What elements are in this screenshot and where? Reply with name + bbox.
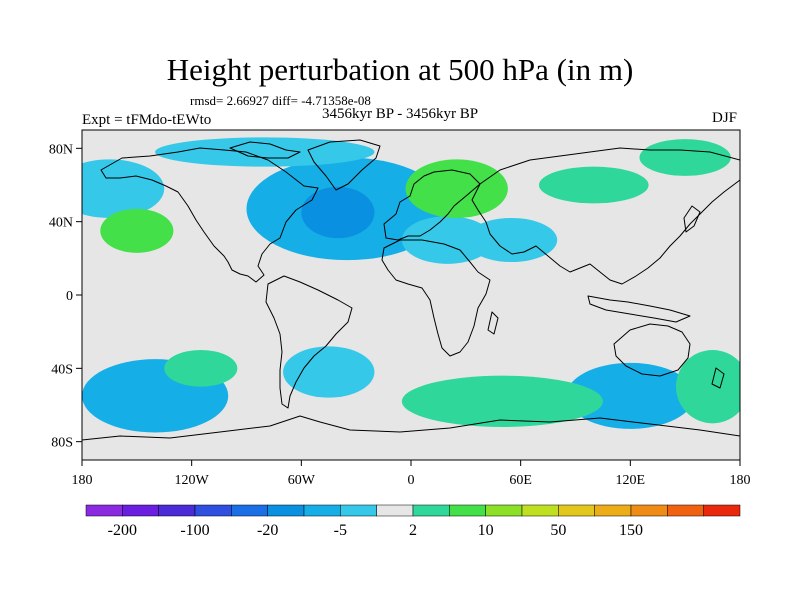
colorbar-swatch: [122, 504, 159, 517]
experiment-label: Expt = tFMdo-tEWto: [82, 112, 212, 128]
colorbar-swatch: [340, 504, 377, 517]
statistics-label: rmsd= 2.66927 diff= -4.71358e-08: [190, 93, 371, 108]
colorbar: -200 -100 -20 -5 2 10 50 150: [85, 504, 741, 539]
coast-greenland: [307, 139, 381, 191]
coast-new-zealand: [711, 367, 725, 389]
coast-north-america: [100, 147, 319, 283]
lat-tick-label: 80N: [49, 142, 73, 157]
colorbar-swatch: [558, 504, 595, 517]
anomaly-siberia-positive: [538, 166, 649, 204]
colorbar-label: -200: [108, 522, 137, 539]
colorbar-swatch: [267, 504, 305, 517]
colorbar-swatch: [485, 504, 523, 517]
anomaly-south-pacific-positive: [164, 350, 238, 387]
season-label: DJF: [712, 110, 738, 126]
anomaly-arabian-sea-negative: [465, 218, 558, 262]
colorbar-label: 2: [409, 522, 417, 539]
lon-tick-label: 60E: [509, 473, 532, 488]
colorbar-label: -100: [180, 522, 209, 539]
coast-antarctica: [82, 415, 740, 441]
coast-australia: [613, 323, 691, 377]
colorbar-swatch: [303, 504, 341, 517]
anomaly-east-asia-positive: [639, 139, 731, 176]
colorbar-label: -5: [334, 522, 347, 539]
anomaly-north-atlantic-core: [301, 186, 375, 239]
coast-africa: [381, 239, 491, 357]
lat-tick-label: 40S: [51, 362, 73, 377]
colorbar-swatch: [449, 504, 486, 517]
longitude-axis: 180 120W 60W 0 60E 120E 180: [72, 460, 751, 488]
anomaly-southern-ocean-positive: [401, 375, 603, 428]
lon-tick-label: 180: [730, 473, 751, 488]
coast-arctic-islands: [229, 141, 301, 159]
lon-tick-label: 120W: [175, 473, 210, 488]
anomaly-layer: [82, 137, 740, 433]
anomaly-arctic-canada-negative: [155, 137, 375, 167]
period-label: 3456kyr BP - 3456kyr BP: [322, 106, 479, 122]
anomaly-mediterranean-negative: [401, 216, 494, 264]
coast-asia: [471, 147, 740, 285]
anomaly-north-pacific-negative: [82, 159, 165, 218]
anomaly-south-indian-negative: [566, 362, 695, 429]
colorbar-swatch: [630, 504, 668, 517]
coast-japan: [683, 205, 701, 233]
colorbar-swatch: [703, 504, 741, 517]
colorbar-swatch: [376, 504, 414, 517]
colorbar-swatch: [594, 504, 632, 517]
colorbar-swatch: [521, 504, 559, 517]
colorbar-swatch: [85, 504, 123, 517]
anomaly-europe-positive: [405, 159, 508, 219]
lon-tick-label: 0: [408, 473, 415, 488]
latitude-axis: 80N 40N 0 40S 80S: [49, 142, 82, 451]
lat-tick-label: 40N: [49, 216, 73, 231]
colorbar-swatch: [667, 504, 704, 517]
colorbar-label: 150: [619, 522, 643, 539]
coast-indonesia: [587, 295, 691, 323]
coast-south-america: [265, 275, 353, 409]
colorbar-label: -20: [257, 522, 278, 539]
colorbar-swatch: [412, 504, 450, 517]
lon-tick-label: 60W: [288, 473, 316, 488]
colorbar-swatch: [194, 504, 232, 517]
map-panel: 80N 40N 0 40S 80S 180 120W 60W 0 60E 120E 180: [49, 129, 751, 488]
anomaly-tasman-positive: [676, 350, 740, 424]
lat-tick-label: 0: [66, 289, 73, 304]
lon-tick-label: 180: [72, 473, 93, 488]
colorbar-label: 10: [478, 522, 494, 539]
lat-tick-label: 80S: [51, 436, 73, 451]
coastlines: [82, 139, 740, 441]
coast-europe: [383, 169, 481, 241]
colorbar-swatch: [158, 504, 196, 517]
anomaly-south-atlantic-negative: [283, 346, 375, 398]
lon-tick-label: 120E: [616, 473, 646, 488]
colorbar-swatch: [231, 504, 268, 517]
colorbar-label: 50: [550, 522, 566, 539]
anomaly-north-pacific-positive: [100, 208, 174, 253]
chart-title: Height perturbation at 500 hPa (in m): [166, 52, 634, 87]
coast-madagascar: [487, 311, 499, 335]
